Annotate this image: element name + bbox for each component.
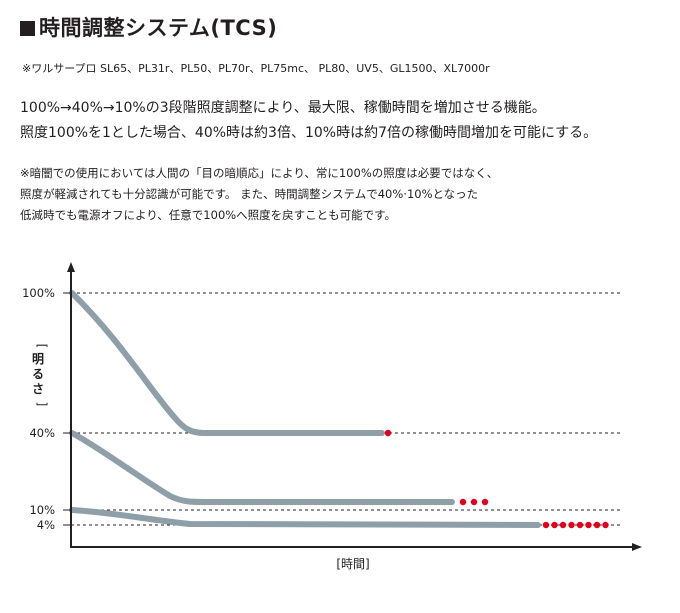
x-axis-arrow — [632, 543, 642, 551]
extension-dot — [576, 521, 584, 529]
extension-dot — [593, 521, 601, 529]
note-line-3: 低減時でも電源オフにより、任意で100%へ照度を戻すことも可能です。 — [20, 208, 397, 222]
grid-layer — [71, 292, 622, 526]
extension-dot — [542, 521, 550, 529]
series-line-3 — [69, 507, 541, 528]
y-axis-arrow — [67, 262, 75, 272]
y-axis-label-bracket-bottom: ] — [35, 402, 49, 407]
series-line-2 — [69, 430, 455, 505]
series-line-1 — [69, 290, 385, 436]
tick-layer: 100% 40% 10%4% — [22, 286, 71, 532]
y-axis-label-char-2: る — [32, 367, 44, 381]
y-tick-label: 40% — [29, 426, 55, 440]
dots-layer — [384, 429, 609, 529]
series-layer — [69, 290, 541, 528]
title-text: 時間調整システム(TCS) — [39, 16, 278, 40]
extension-dot — [568, 521, 575, 529]
extension-dot — [481, 498, 489, 506]
extension-dot — [459, 498, 467, 506]
description-line-2: 照度100%を1とした場合、40%時は約3倍、10%時は約7倍の稼働時間増加を可… — [20, 125, 598, 141]
extension-dot — [559, 521, 567, 529]
extension-dot — [602, 521, 609, 529]
description-line-1: 100%→40%→10%の3段階照度調整により、最大限、稼働時間を増加させる機能… — [20, 100, 546, 116]
note-line-2: 照度が軽減されても十分認識が可能です。 また、時間調整システムで40%·10%と… — [20, 187, 479, 201]
y-axis-label-bracket-top: [ — [35, 344, 49, 349]
extension-dot — [585, 521, 592, 529]
y-axis-label: [ 明 る さ ] — [32, 344, 49, 407]
y-axis-label-char-1: 明 — [32, 352, 44, 366]
x-axis-label: [時間] — [336, 557, 369, 571]
compatible-models: ※ワルサープロ SL65、PL31r、PL50、PL70r、PL75mc、 PL… — [22, 62, 490, 75]
y-tick-label: 10% — [29, 503, 55, 517]
page-title: 時間調整システム(TCS) — [20, 12, 277, 42]
note-line-1: ※暗闇での使用においては人間の「目の暗順応」により、常に100%の照度は必要では… — [20, 166, 499, 180]
title-square-icon — [20, 21, 35, 36]
y-tick-label: 100% — [22, 286, 55, 300]
y-tick-label: 4% — [37, 518, 55, 532]
extension-dot — [470, 498, 478, 506]
extension-dot — [384, 429, 392, 437]
y-axis-label-char-3: さ — [32, 382, 44, 396]
extension-dot — [551, 521, 558, 529]
